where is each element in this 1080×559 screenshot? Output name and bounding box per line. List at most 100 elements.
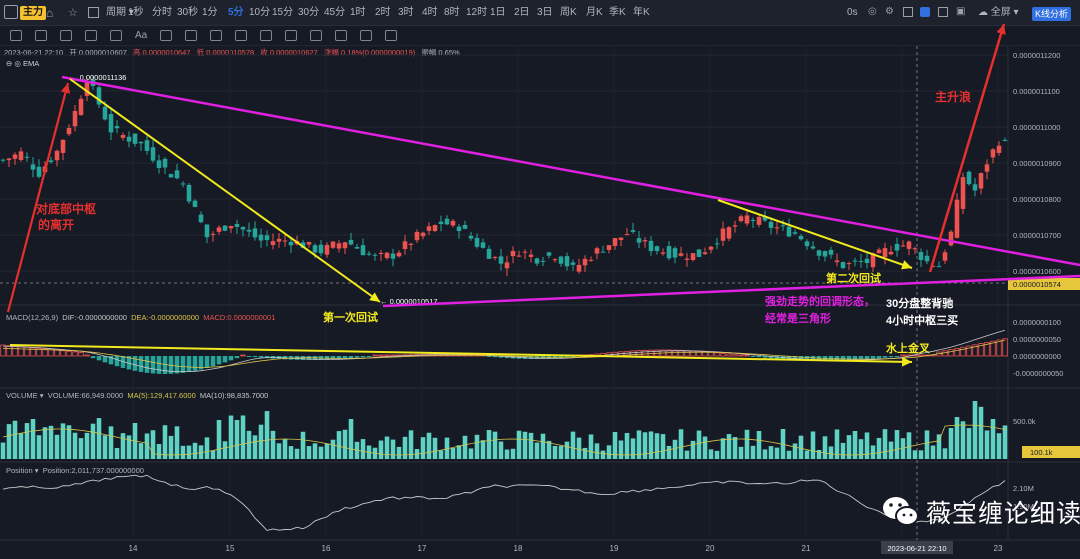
grid-icon[interactable] <box>88 7 99 18</box>
home-icon[interactable]: ⌂ <box>46 6 54 20</box>
volume-bar <box>204 437 210 459</box>
magnet-icon[interactable] <box>260 30 272 41</box>
volume-bar <box>678 429 684 459</box>
macd-histogram-bar <box>372 354 378 357</box>
channel-icon[interactable] <box>60 30 72 41</box>
kline-analysis-button[interactable]: K线分析 <box>1032 7 1072 21</box>
fullscreen-button[interactable]: ☁ 全屏 ▾ <box>978 7 1019 18</box>
volume-bar <box>990 419 996 459</box>
text-icon[interactable]: Aa <box>135 30 148 41</box>
candle-body <box>426 226 432 231</box>
timeframe-3[interactable]: 1分 <box>202 7 218 18</box>
measure-icon[interactable] <box>160 30 172 41</box>
timeframe-21[interactable]: 年K <box>633 7 650 18</box>
pattern-icon[interactable] <box>210 30 222 41</box>
timeframe-13[interactable]: 8时 <box>444 7 460 18</box>
period-selector[interactable]: 周期 ▾ <box>106 7 134 18</box>
macd-histogram-bar <box>870 356 876 359</box>
candle-body <box>108 114 114 133</box>
candle-body <box>642 240 648 242</box>
candle-body <box>618 237 624 240</box>
visibility-icon[interactable] <box>310 30 322 41</box>
layout-icon[interactable] <box>920 7 930 17</box>
info-close: 收 0.0000010627 <box>260 48 318 57</box>
fullscreen-toggle-icon[interactable] <box>938 7 948 17</box>
timeframe-9[interactable]: 1时 <box>350 7 366 18</box>
trendline-icon[interactable] <box>35 30 47 41</box>
volume-ma10: MA(10):98,835.7000 <box>199 391 269 400</box>
macd-histogram-bar <box>210 356 216 367</box>
screenshot-icon[interactable] <box>903 7 913 17</box>
volume-bar <box>816 449 822 459</box>
lock-icon[interactable] <box>285 30 297 41</box>
timeframe-0[interactable]: 1秒 <box>128 7 144 18</box>
timeframe-14[interactable]: 12时 <box>466 7 488 18</box>
candle-body <box>366 253 372 255</box>
macd-histogram-bar <box>978 343 984 357</box>
shape-icon[interactable] <box>185 30 197 41</box>
timeframe-6[interactable]: 15分 <box>272 7 294 18</box>
candle-body <box>486 248 492 259</box>
volume-bar <box>300 431 306 459</box>
trash-icon[interactable] <box>335 30 347 41</box>
volume-bar <box>984 430 990 459</box>
timeframe-4[interactable]: 5分 <box>228 7 244 18</box>
ema-indicator-label[interactable]: ⊖ ◎ EMA <box>6 59 40 68</box>
candle-body <box>798 236 804 240</box>
layers-icon[interactable] <box>385 30 397 41</box>
timeframe-12[interactable]: 4时 <box>422 7 438 18</box>
candle-body <box>252 228 258 238</box>
volume-bar <box>576 437 582 459</box>
timeframe-2[interactable]: 30秒 <box>177 7 199 18</box>
candle-body <box>30 164 36 170</box>
candle-body <box>990 149 996 158</box>
timeframe-18[interactable]: 周K <box>560 7 577 18</box>
timeframe-19[interactable]: 月K <box>586 7 603 18</box>
macd-histogram-bar <box>648 349 654 357</box>
price-tick-label: 0.0000010600 <box>1013 267 1061 276</box>
volume-bar <box>462 435 468 459</box>
volume-bar <box>228 415 234 459</box>
compare-icon[interactable]: ▣ <box>956 6 966 17</box>
ruler-icon[interactable] <box>235 30 247 41</box>
candle-body <box>696 249 702 257</box>
timeframe-15[interactable]: 1日 <box>490 7 506 18</box>
timeframe-10[interactable]: 2时 <box>375 7 391 18</box>
timeframe-7[interactable]: 30分 <box>298 7 320 18</box>
volume-bar <box>612 431 618 459</box>
camera-icon[interactable]: ◎ <box>868 6 877 17</box>
timeframe-11[interactable]: 3时 <box>398 7 414 18</box>
volume-bar <box>996 433 1002 459</box>
candle-body <box>858 260 864 262</box>
settings-icon[interactable]: ⚙ <box>885 6 894 17</box>
eye-icon[interactable] <box>360 30 372 41</box>
star-icon[interactable]: ☆ <box>68 7 78 19</box>
volume-bar <box>624 432 630 459</box>
timeframe-20[interactable]: 季K <box>609 7 626 18</box>
volume-bar <box>768 446 774 459</box>
volume-bar <box>702 436 708 459</box>
macd-histogram-bar <box>186 356 192 372</box>
brush-icon[interactable] <box>110 30 122 41</box>
candle-body <box>870 253 876 268</box>
timeframe-5[interactable]: 10分 <box>249 7 271 18</box>
fib-icon[interactable] <box>85 30 97 41</box>
menu-icon[interactable] <box>4 5 18 19</box>
cursor-icon[interactable] <box>10 30 22 41</box>
macd-histogram-bar <box>144 356 150 373</box>
time-axis-label: 18 <box>514 544 523 553</box>
timeframe-8[interactable]: 45分 <box>324 7 346 18</box>
candle-body <box>948 231 954 246</box>
timeframe-1[interactable]: 分时 <box>152 7 172 18</box>
timeframe-17[interactable]: 3日 <box>537 7 553 18</box>
candle-body <box>612 238 618 246</box>
macd-histogram-bar <box>756 356 762 358</box>
macd-histogram-bar <box>774 356 780 359</box>
main-force-button[interactable]: 主力 <box>20 6 46 20</box>
candle-body <box>852 260 858 262</box>
candle-body <box>726 227 732 239</box>
candle-body <box>372 254 378 256</box>
macd-histogram-bar <box>0 344 6 357</box>
timeframe-16[interactable]: 2日 <box>514 7 530 18</box>
